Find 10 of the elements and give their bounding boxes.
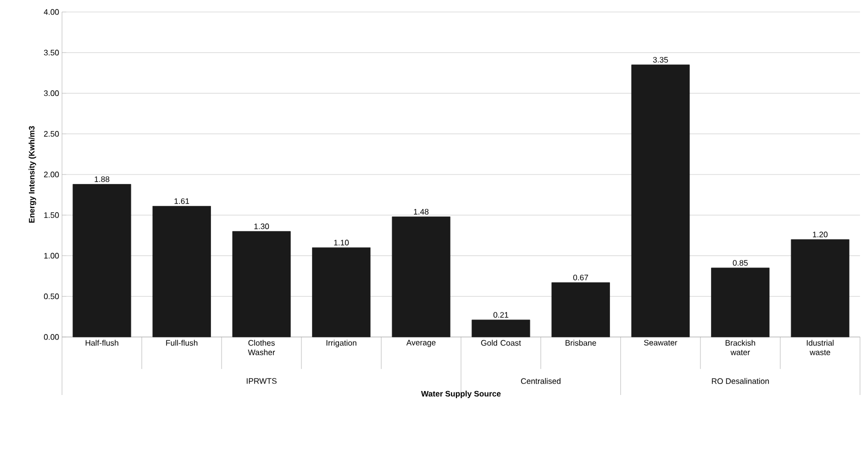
- bar: [72, 184, 132, 338]
- bar: [552, 282, 610, 338]
- bar: [711, 268, 770, 338]
- bar: [232, 231, 291, 338]
- bar: [631, 64, 690, 338]
- bar: [312, 247, 371, 338]
- bar: [790, 239, 850, 338]
- bar: [392, 216, 450, 338]
- bar: [472, 320, 530, 338]
- bar: [152, 206, 211, 338]
